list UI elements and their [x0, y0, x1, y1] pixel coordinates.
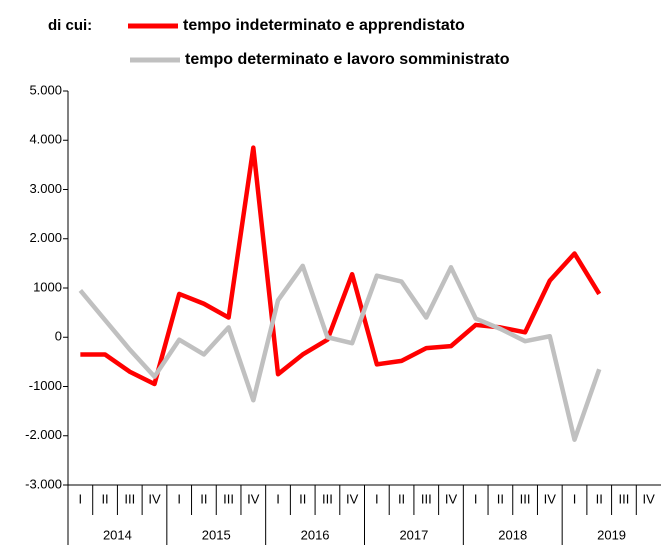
x-tick-label: III — [223, 491, 234, 506]
x-tick-label: III — [520, 491, 531, 506]
x-tick-label: I — [573, 491, 577, 506]
x-tick-label: I — [276, 491, 280, 506]
x-tick-label: IV — [642, 491, 655, 506]
x-tick-label: III — [322, 491, 333, 506]
x-tick-label: I — [177, 491, 181, 506]
group-label: 2019 — [597, 527, 626, 542]
series-line — [78, 263, 602, 442]
x-tick-label: II — [101, 491, 108, 506]
group-label: 2015 — [202, 527, 231, 542]
x-tick-label: II — [497, 491, 504, 506]
group-label: 2018 — [498, 527, 527, 542]
x-tick-label: IV — [148, 491, 161, 506]
y-tick-label: -3.000 — [25, 476, 62, 491]
group-label: 2014 — [103, 527, 132, 542]
x-tick-label: III — [124, 491, 135, 506]
x-tick-label: IV — [247, 491, 260, 506]
x-tick-label: III — [619, 491, 630, 506]
x-tick-label: II — [596, 491, 603, 506]
group-label: 2017 — [399, 527, 428, 542]
y-tick-label: 1000 — [33, 279, 62, 294]
legend-label: tempo indeterminato e apprendistato — [183, 17, 465, 34]
y-tick-label: 0 — [55, 329, 62, 344]
y-tick-label: 4.000 — [29, 132, 62, 147]
y-tick-label: 5.000 — [29, 82, 62, 97]
legend-label: tempo determinato e lavoro somministrato — [185, 51, 510, 68]
x-tick-label: III — [421, 491, 432, 506]
x-tick-label: I — [474, 491, 478, 506]
y-tick-label: -2.000 — [25, 427, 62, 442]
y-tick-label: 2.000 — [29, 230, 62, 245]
x-tick-label: II — [398, 491, 405, 506]
x-tick-label: I — [375, 491, 379, 506]
x-tick-label: IV — [346, 491, 359, 506]
legend-heading: di cui: — [48, 17, 92, 34]
x-tick-label: II — [200, 491, 207, 506]
y-tick-label: -1000 — [29, 378, 62, 393]
series-line — [80, 145, 602, 387]
group-label: 2016 — [301, 527, 330, 542]
y-tick-label: 3.000 — [29, 181, 62, 196]
x-tick-label: I — [79, 491, 83, 506]
x-tick-label: IV — [544, 491, 557, 506]
x-tick-label: II — [299, 491, 306, 506]
x-tick-label: IV — [445, 491, 458, 506]
